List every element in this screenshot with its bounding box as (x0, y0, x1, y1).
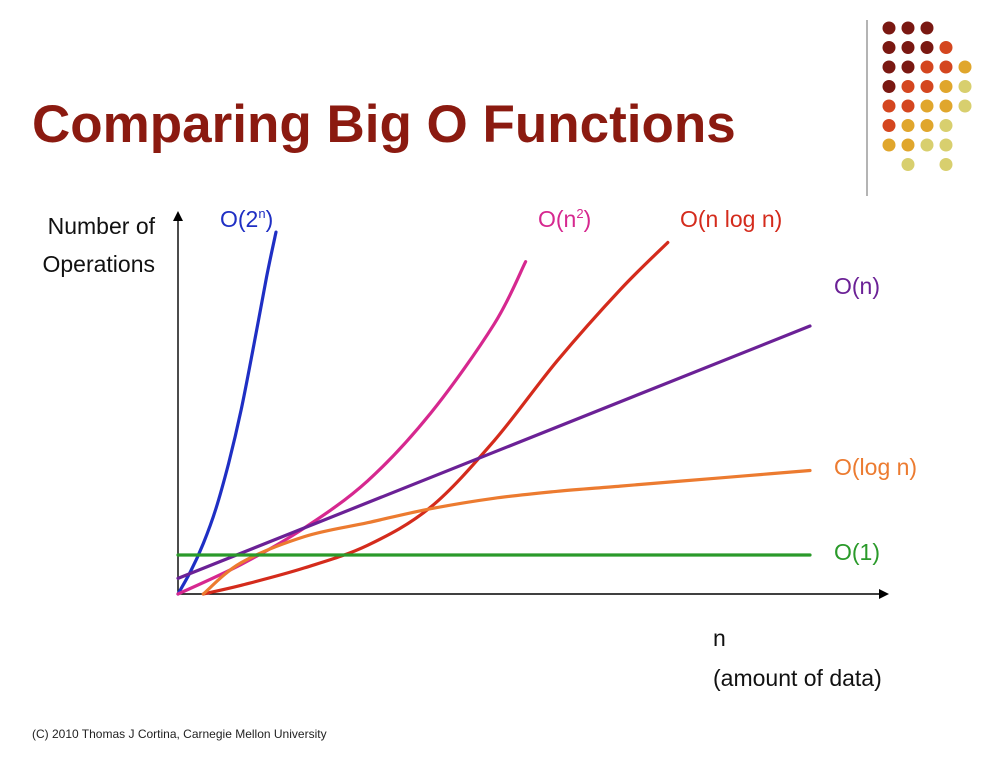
decorative-dot (901, 21, 915, 35)
slide-title: Comparing Big O Functions (32, 95, 736, 154)
series-label-text: O(n log n) (680, 206, 782, 232)
series-label-o-log-n: O(log n) (834, 454, 917, 480)
series-label-text: O(log n) (834, 454, 917, 480)
decorative-dot (882, 41, 896, 54)
series-line-o-n (176, 324, 812, 580)
series-label-text: O(n) (834, 273, 880, 299)
y-axis-label-line-1: Number of (48, 213, 156, 239)
series-line-o-n2 (176, 260, 528, 596)
series-label-o-2n: O(2n) (220, 206, 273, 232)
decorative-dot (939, 60, 953, 74)
decorative-dot (939, 138, 953, 152)
decorative-dot (882, 21, 896, 35)
series-label-text: O(2 (220, 206, 258, 232)
copyright-footer: (C) 2010 Thomas J Cortina, Carnegie Mell… (32, 727, 327, 741)
decorative-dot (901, 80, 915, 93)
decorative-dot (901, 119, 915, 132)
decorative-dot (901, 60, 915, 74)
decorative-dot (920, 119, 934, 132)
series-label-o-n2: O(n2) (538, 206, 591, 232)
series-label-text: O(n (538, 206, 576, 232)
decorative-dot (901, 99, 915, 113)
decorative-dot-grid (882, 21, 972, 171)
decorative-dot (901, 158, 915, 171)
decorative-dot (882, 99, 896, 113)
series-line-o-n-log-n (201, 240, 670, 596)
series-line-o-log-n (201, 468, 812, 596)
series-label-o-n: O(n) (834, 273, 880, 299)
series-label-o-1: O(1) (834, 539, 880, 565)
decorative-dot (920, 99, 934, 113)
decorative-dot (939, 119, 953, 132)
decorative-dot (920, 60, 934, 74)
decorative-dot (920, 21, 934, 35)
decorative-dot (939, 41, 953, 54)
x-axis-label-line-1: n (713, 625, 726, 651)
series-label-o-n-log-n: O(n log n) (680, 206, 782, 232)
series-label-text: O(1) (834, 539, 880, 565)
y-axis-label-line-2: Operations (42, 251, 155, 277)
decorative-divider (866, 20, 868, 196)
series-label-superscript: 2 (576, 206, 583, 221)
decorative-dot (882, 60, 896, 74)
series-line-o-2n (176, 230, 278, 596)
decorative-dot (958, 60, 972, 74)
decorative-dot (920, 41, 934, 54)
decorative-dot (939, 158, 953, 171)
decorative-dot (920, 138, 934, 152)
decorative-dot (882, 119, 896, 132)
x-axis-label-line-2: (amount of data) (713, 665, 882, 691)
decorative-dot (901, 138, 915, 152)
series-label-tail: ) (584, 206, 592, 232)
decorative-dot (882, 80, 896, 93)
decorative-dot (901, 41, 915, 54)
decorative-dot (920, 80, 934, 93)
decorative-dot (939, 80, 953, 93)
series-label-superscript: n (258, 206, 265, 221)
decorative-dot (958, 80, 972, 93)
decorative-dot (958, 99, 972, 113)
decorative-dot (939, 99, 953, 113)
decorative-dot (882, 138, 896, 152)
series-label-tail: ) (266, 206, 274, 232)
